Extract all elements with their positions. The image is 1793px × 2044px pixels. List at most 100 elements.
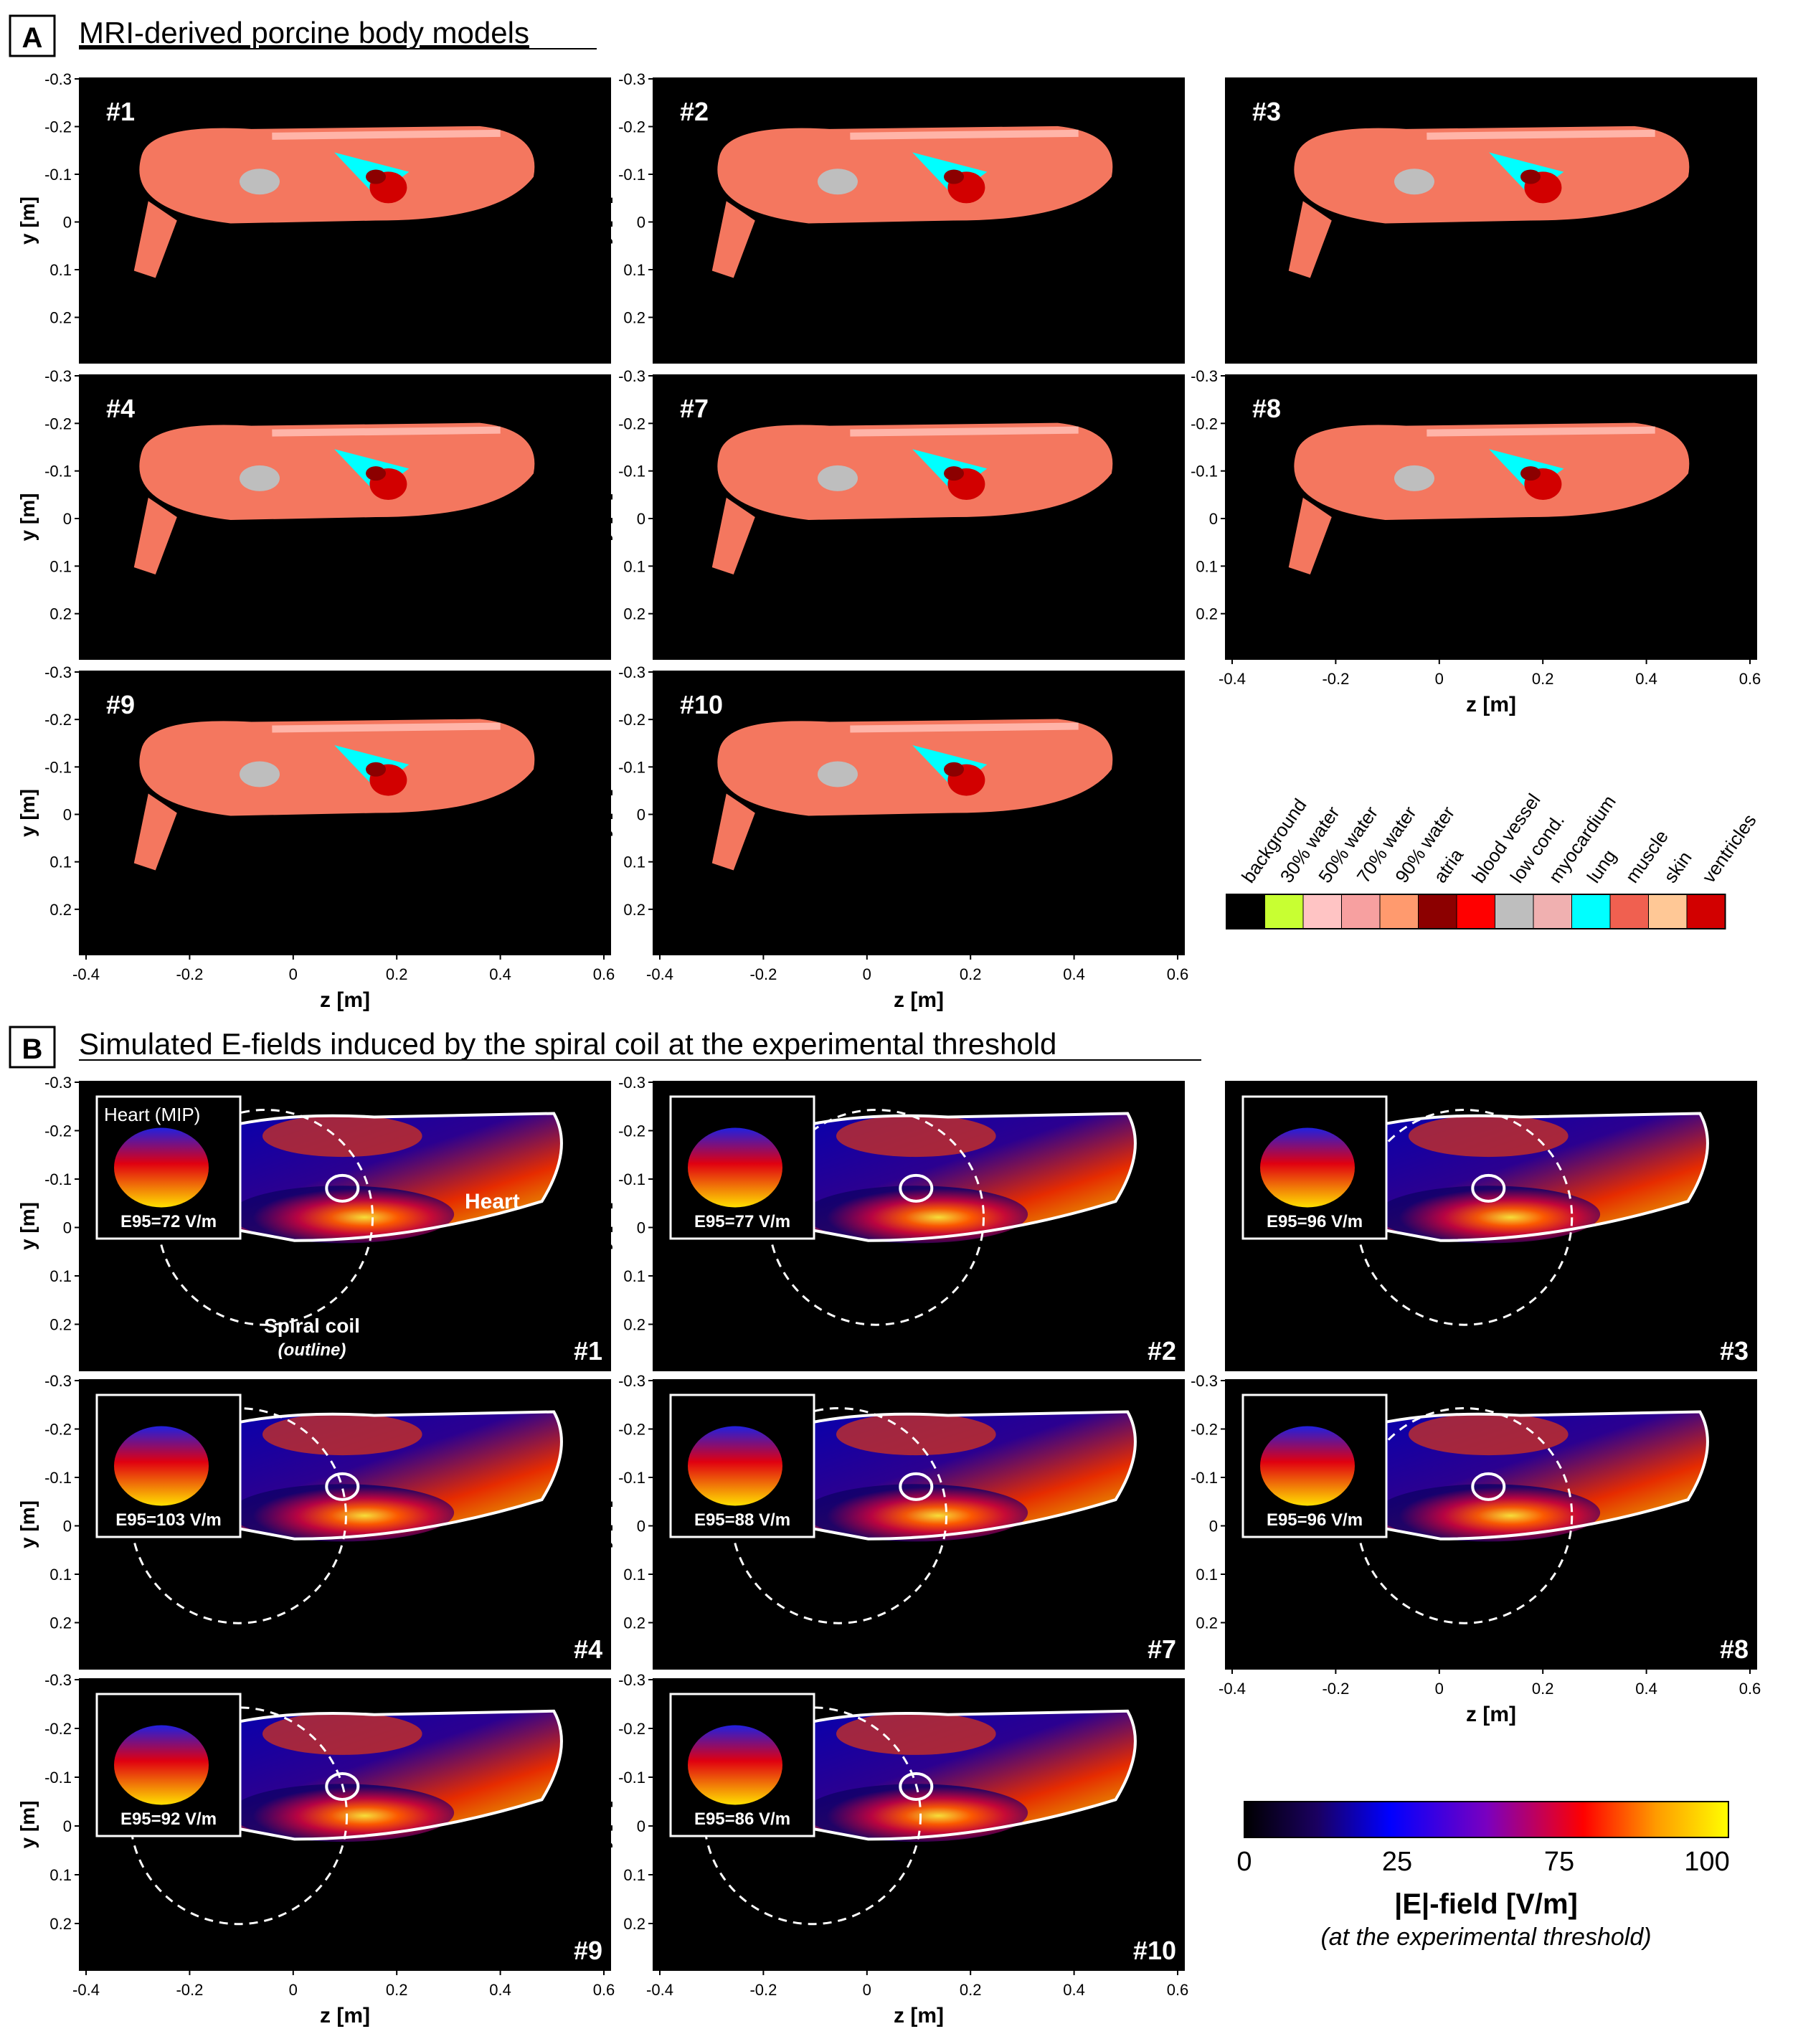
y-tick-label: -0.1: [44, 1769, 72, 1787]
efield-upper-hotspot: [836, 1115, 996, 1158]
colorbar-tick-75: 75: [1544, 1847, 1574, 1877]
body-silhouette: [1294, 422, 1690, 520]
legend-label: atria: [1429, 844, 1468, 886]
y-tick-label: -0.1: [618, 1469, 645, 1487]
y-tick-label: -0.2: [44, 118, 72, 136]
heart-outline: [899, 1173, 934, 1203]
model-id-label: #2: [680, 97, 709, 126]
x-tick-label: -0.2: [749, 1981, 777, 1999]
y-tick-label: 0: [63, 1817, 72, 1835]
y-tick-label: 0: [637, 1518, 645, 1536]
colorbar-gradient: [1244, 1801, 1729, 1838]
colorbar: 0 25 75 100 |E|-field [V/m] (at the expe…: [1236, 1801, 1730, 1951]
y-axis-label: y [m]: [16, 1801, 39, 1849]
section-a-title: MRI-derived porcine body models: [79, 16, 529, 49]
y-tick-label: -0.2: [44, 1122, 72, 1140]
y-axis-label: y [m]: [16, 789, 39, 837]
y-tick-label: -0.1: [44, 1469, 72, 1487]
e95-value: E95=86 V/m: [694, 1809, 790, 1829]
x-tick-label: 0.2: [386, 965, 408, 983]
section-b-label-box: [9, 1026, 56, 1069]
panel-b-model: E95=72 V/m Heart (MIP) #1 -0.3 -0.2 -0.1 0 0.1 0…: [16, 1074, 611, 1371]
e95-value: E95=72 V/m: [120, 1212, 217, 1231]
y-tick-label: 0: [637, 214, 645, 232]
y-axis-label: y [m]: [1163, 1500, 1185, 1548]
y-tick-label: -0.2: [618, 1421, 645, 1439]
x-axis-label: z [m]: [1466, 693, 1516, 716]
atria-region: [944, 466, 965, 481]
spine: [850, 722, 1079, 733]
heart-mip-image: [688, 1426, 782, 1506]
y-tick-label: 0.1: [623, 1566, 645, 1584]
x-tick-label: -0.2: [176, 965, 203, 983]
leg: [133, 201, 177, 278]
model-id-label: #10: [680, 690, 723, 719]
y-tick-label: -0.1: [618, 1170, 645, 1188]
panel-b-model: E95=103 V/m #4 -0.3 -0.2 -0.1 0 0.1 0.2 y [m]: [16, 1372, 611, 1670]
y-tick-label: 0.1: [623, 1267, 645, 1285]
colorbar-label: |E|-field [V/m]: [1394, 1888, 1578, 1920]
e95-value: E95=96 V/m: [1267, 1212, 1363, 1231]
e95-value: E95=103 V/m: [115, 1510, 221, 1530]
y-tick-label: 0.1: [49, 557, 72, 575]
x-axis-label: z [m]: [320, 988, 370, 1012]
x-tick-label: -0.4: [646, 1981, 673, 1999]
x-tick-label: 0: [289, 965, 298, 983]
atria-region: [1520, 169, 1541, 184]
heart-outline: [325, 1771, 360, 1801]
legend-swatch: [1533, 894, 1572, 929]
y-tick-label: 0.2: [623, 1316, 645, 1334]
y-axis-label: y [m]: [16, 1202, 39, 1250]
y-tick-label: -0.1: [44, 758, 72, 776]
y-tick-label: 0.1: [623, 557, 645, 575]
leg: [711, 201, 755, 278]
model-id-label: #8: [1720, 1634, 1749, 1664]
panels-b: E95=72 V/m Heart (MIP) #1 -0.3 -0.2 -0.1 0 0.1 0…: [16, 1074, 1761, 2028]
y-tick-label: -0.3: [618, 1372, 645, 1390]
spine: [272, 426, 501, 437]
heart-label: Heart: [465, 1190, 520, 1213]
spine: [850, 426, 1079, 437]
x-axis-label: z [m]: [320, 2004, 370, 2028]
y-tick-label: 0.1: [623, 1866, 645, 1884]
y-tick-label: -0.2: [44, 415, 72, 432]
model-id-label: #4: [574, 1634, 602, 1664]
legend-swatch: [1456, 894, 1495, 929]
y-tick-label: -0.2: [618, 118, 645, 136]
x-tick-label: 0: [863, 1981, 871, 1999]
y-tick-label: -0.3: [618, 663, 645, 681]
section-a-label-box: [9, 14, 56, 57]
atria-region: [366, 169, 387, 184]
efield-upper-hotspot: [836, 1713, 996, 1755]
panel-a-model: #3: [1225, 77, 1757, 364]
colorbar-tick-0: 0: [1236, 1847, 1252, 1877]
section-b-title: Simulated E-fields induced by the spiral…: [79, 1027, 1056, 1061]
x-tick-label: 0.2: [960, 965, 982, 983]
legend-label: skin: [1660, 847, 1696, 886]
x-tick-label: 0.4: [1635, 670, 1657, 688]
y-tick-label: 0: [637, 806, 645, 824]
body-silhouette: [139, 719, 535, 816]
x-tick-label: 0: [1435, 670, 1444, 688]
low-cond-region: [239, 465, 280, 491]
colorbar-tick-100: 100: [1684, 1847, 1729, 1877]
efield-hotspot: [230, 1484, 455, 1542]
leg: [133, 497, 177, 574]
y-tick-label: -0.1: [1191, 463, 1218, 481]
x-tick-label: 0.6: [1739, 670, 1761, 688]
y-tick-label: 0.2: [623, 901, 645, 919]
y-tick-label: 0: [63, 1219, 72, 1237]
efield-upper-hotspot: [262, 1713, 422, 1755]
x-axis-label: z [m]: [894, 2004, 944, 2028]
y-tick-label: 0.2: [49, 1614, 72, 1632]
x-tick-label: -0.4: [1219, 670, 1246, 688]
spine: [1427, 426, 1655, 437]
heart-mip-image: [688, 1127, 782, 1208]
heart-outline: [899, 1771, 934, 1801]
model-id-label: #3: [1252, 97, 1281, 126]
model-id-label: #10: [1133, 1936, 1176, 1965]
efield-hotspot: [804, 1784, 1028, 1842]
x-tick-label: 0.6: [1167, 965, 1189, 983]
x-tick-label: 0: [863, 965, 871, 983]
